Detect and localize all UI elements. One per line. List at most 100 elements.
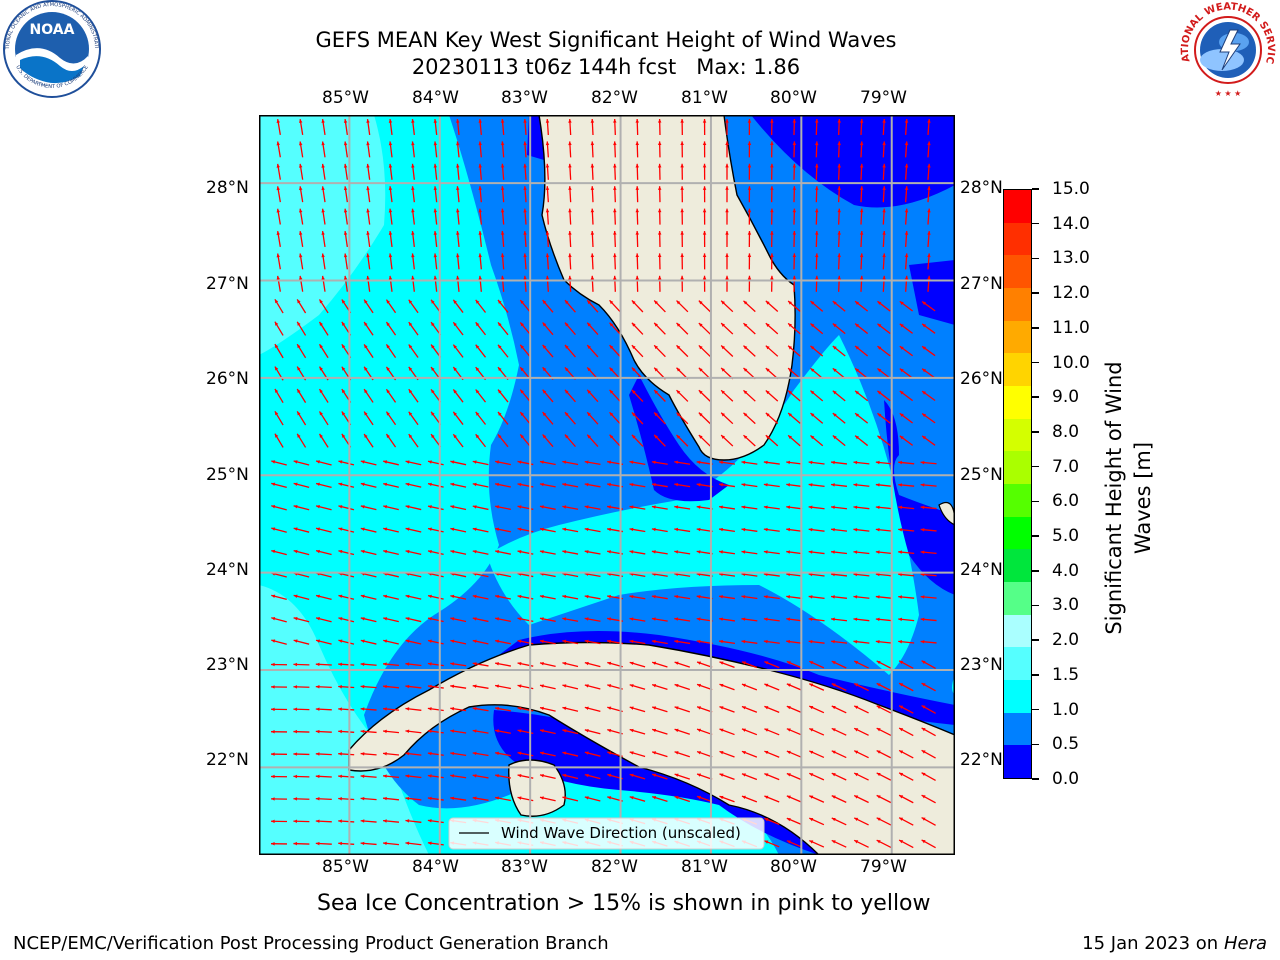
wave-arrow xyxy=(854,367,869,379)
wave-arrow xyxy=(921,660,936,670)
wave-arrow xyxy=(360,729,377,734)
wave-arrow xyxy=(338,505,355,511)
wave-arrow xyxy=(584,706,601,713)
wave-arrow xyxy=(315,639,332,645)
wave-arrow xyxy=(815,118,819,136)
colorbar-segment xyxy=(1004,745,1031,779)
wave-arrow xyxy=(875,640,892,644)
wave-arrow xyxy=(809,683,825,691)
wave-arrow xyxy=(810,434,824,447)
wave-arrow xyxy=(853,550,870,555)
wave-arrow xyxy=(718,550,736,555)
wave-arrow xyxy=(763,527,780,532)
wave-arrow xyxy=(696,661,713,668)
colorbar-tick-label: 1.0 xyxy=(1052,699,1080,720)
wave-arrow xyxy=(427,482,444,488)
wave-arrow xyxy=(411,186,415,203)
wave-arrow xyxy=(741,527,758,532)
colorbar-tick-label: 9.0 xyxy=(1052,387,1080,408)
wave-arrow xyxy=(274,433,284,448)
wave-arrow xyxy=(653,344,666,358)
wave-arrow xyxy=(696,460,713,465)
wave-arrow xyxy=(366,253,371,270)
wave-arrow xyxy=(831,727,847,736)
wave-arrow xyxy=(388,230,393,248)
wave-arrow xyxy=(270,729,288,734)
wave-arrow xyxy=(876,817,892,826)
wave-arrow xyxy=(495,796,511,802)
wave-arrow xyxy=(810,390,824,402)
wave-arrow xyxy=(338,752,355,756)
wave-arrow xyxy=(495,662,511,667)
wave-arrow xyxy=(629,527,646,533)
wave-arrow xyxy=(475,389,487,403)
wave-arrow xyxy=(651,661,668,668)
colorbar-segment xyxy=(1004,647,1031,681)
wave-arrow xyxy=(450,729,467,734)
wave-arrow xyxy=(562,773,579,780)
wave-arrow xyxy=(343,163,348,180)
wave-arrow xyxy=(702,253,707,270)
wave-arrow xyxy=(360,594,377,600)
wave-arrow xyxy=(452,344,464,358)
wave-arrow xyxy=(318,343,329,359)
wave-arrow xyxy=(433,186,438,203)
wave-arrow xyxy=(702,275,707,292)
noaa-logo: NOAA NATIONAL OCEANIC AND ATMOSPHERIC AD… xyxy=(0,0,101,98)
wave-arrow xyxy=(898,572,915,577)
wave-arrow xyxy=(293,639,310,645)
wave-arrow xyxy=(696,728,713,736)
wave-band-0-0p5-ne xyxy=(909,260,955,325)
wave-arrow xyxy=(427,527,444,533)
wave-arrow xyxy=(405,707,422,711)
wave-arrow xyxy=(495,550,511,555)
wave-arrow xyxy=(696,639,713,645)
lon-label-top-3: 82°W xyxy=(591,88,638,108)
wave-arrow xyxy=(427,505,444,511)
wave-arrow xyxy=(770,163,774,180)
wave-arrow xyxy=(590,208,595,225)
wave-arrow xyxy=(651,773,668,780)
wave-arrow xyxy=(853,617,870,622)
wave-arrow xyxy=(385,344,397,358)
wave-arrow xyxy=(411,208,415,225)
wave-arrow xyxy=(787,390,801,402)
wave-arrow xyxy=(383,549,399,556)
wave-arrow xyxy=(898,505,915,510)
wave-arrow xyxy=(427,751,444,756)
wave-arrow xyxy=(562,460,579,466)
wave-arrow xyxy=(452,321,464,336)
wave-arrow xyxy=(629,482,646,488)
wave-arrow xyxy=(562,706,579,712)
wave-arrow xyxy=(315,617,332,623)
wave-arrow xyxy=(763,550,780,555)
lat-label-right-0: 28°N xyxy=(960,178,1003,198)
wave-arrow xyxy=(562,527,579,533)
wave-arrow xyxy=(674,550,691,555)
wave-arrow xyxy=(635,186,639,203)
wave-arrow xyxy=(786,595,803,600)
wave-arrow xyxy=(808,617,825,622)
wave-arrow xyxy=(702,141,707,158)
lon-label-bottom-4: 81°W xyxy=(681,857,728,877)
wave-arrow xyxy=(321,163,326,180)
wave-arrow xyxy=(475,411,487,425)
wave-arrow xyxy=(475,321,487,336)
wave-arrow xyxy=(450,707,467,712)
wave-arrow xyxy=(831,817,847,826)
wave-arrow xyxy=(545,186,550,203)
wave-arrow xyxy=(792,163,797,180)
wave-arrow xyxy=(271,639,287,645)
wave-arrow xyxy=(433,141,438,158)
wave-arrow xyxy=(388,275,393,292)
wave-arrow xyxy=(584,639,601,645)
wave-arrow xyxy=(274,410,284,426)
wave-arrow xyxy=(877,368,891,379)
wave-arrow xyxy=(500,163,505,180)
wave-arrow xyxy=(276,208,281,225)
wave-arrow xyxy=(452,411,464,425)
colorbar-tick-label: 10.0 xyxy=(1052,352,1090,373)
wave-arrow xyxy=(629,684,646,690)
colorbar-tick-mark xyxy=(1032,708,1039,711)
wave-arrow xyxy=(539,505,556,510)
